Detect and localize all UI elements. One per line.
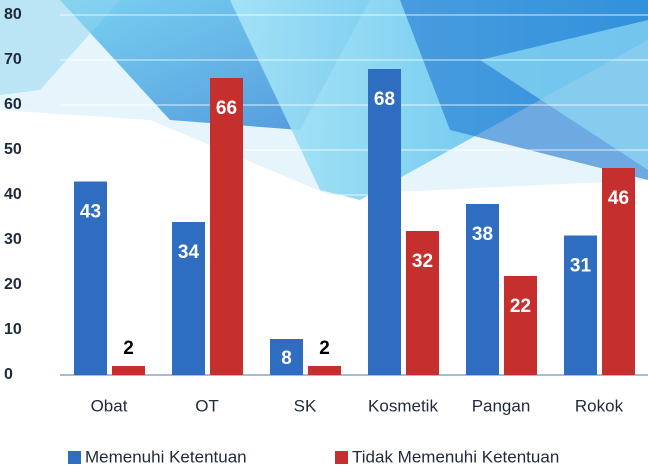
x-tick-label: SK <box>294 396 317 415</box>
legend-swatch <box>335 451 348 464</box>
data-label: 43 <box>80 202 101 223</box>
x-tick-label: Pangan <box>472 396 531 415</box>
legend-swatch <box>68 451 81 464</box>
y-tick-label: 40 <box>4 186 22 203</box>
data-label: 38 <box>472 224 493 245</box>
legend-label: Tidak Memenuhi Ketentuan <box>352 447 559 466</box>
bar <box>112 366 145 375</box>
chart: 0 10 20 30 40 50 60 70 80 Obat 43 2 OT 34 66 SK 8 2 Kosmet… <box>0 0 648 472</box>
data-label: 8 <box>281 348 292 369</box>
data-label: 2 <box>319 338 330 359</box>
bar <box>504 276 537 375</box>
y-tick-label: 50 <box>4 141 22 158</box>
x-tick-label: Rokok <box>575 396 624 415</box>
y-tick-label: 30 <box>4 231 22 248</box>
data-label: 31 <box>570 256 592 277</box>
bar <box>210 78 243 375</box>
page: {"chart_data": {"type": "bar", "categori… <box>0 0 648 472</box>
bar <box>308 366 341 375</box>
y-tick-label: 70 <box>4 51 22 68</box>
data-label: 32 <box>412 251 433 272</box>
y-tick-label: 0 <box>4 366 13 383</box>
y-tick-label: 10 <box>4 321 22 338</box>
x-tick-label: Obat <box>91 396 128 415</box>
y-tick-label: 60 <box>4 96 22 113</box>
y-tick-label: 20 <box>4 276 22 293</box>
x-tick-label: Kosmetik <box>368 396 438 415</box>
y-tick-label: 80 <box>4 6 22 23</box>
data-label: 34 <box>178 242 200 263</box>
x-tick-label: OT <box>195 396 219 415</box>
data-label: 22 <box>510 296 531 317</box>
data-label: 66 <box>216 98 237 119</box>
data-label: 68 <box>374 89 395 110</box>
data-label: 46 <box>608 188 629 209</box>
legend-label: Memenuhi Ketentuan <box>85 447 247 466</box>
bar <box>368 69 401 375</box>
data-label: 2 <box>123 338 134 359</box>
